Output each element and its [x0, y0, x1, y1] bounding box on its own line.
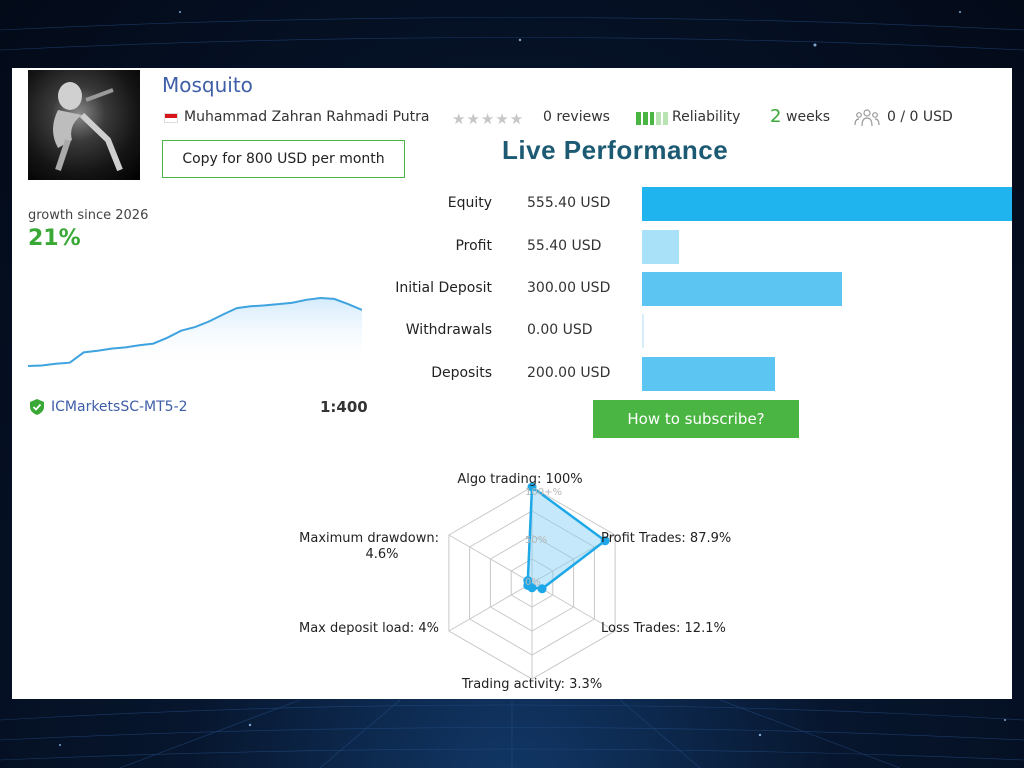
radar-point: [537, 584, 547, 594]
radar-spoke: [448, 534, 533, 584]
stat-row-profit: Profit 55.40 USD: [12, 230, 1012, 264]
stat-label: Equity: [447, 195, 492, 211]
radar-points: [523, 482, 610, 594]
initial-deposit-bar: [642, 272, 842, 306]
stat-label: Profit: [455, 238, 492, 254]
stat-value: 55.40 USD: [527, 238, 602, 254]
stat-label: Initial Deposit: [395, 280, 492, 296]
live-performance-heading: Live Performance: [502, 135, 729, 165]
stat-label: Withdrawals: [405, 322, 492, 338]
stat-row-deposits: Deposits 200.00 USD: [12, 357, 1012, 391]
weeks-value: 2: [770, 106, 782, 127]
stat-value: 300.00 USD: [527, 280, 611, 296]
radar-ring-label: 0%: [525, 577, 541, 588]
reliability-bars-icon: [636, 112, 668, 125]
radar-axis-label-maximum-drawdown-value: 4.6%: [365, 547, 398, 562]
stat-value: 555.40 USD: [527, 195, 611, 211]
rating-stars-icon: ★★★★★: [452, 110, 525, 128]
equity-bar: [642, 187, 1012, 221]
spider-figure-icon: [53, 82, 123, 172]
reliability-label: Reliability: [672, 109, 741, 125]
weeks-label: weeks: [786, 109, 831, 125]
radar-axis-label-trading-activity: Trading activity: 3.3%: [461, 677, 602, 692]
copy-subscription-button[interactable]: Copy for 800 USD per month: [162, 140, 405, 178]
growth-label: growth since 2026: [28, 208, 149, 223]
growth-value: 21%: [28, 226, 81, 251]
profit-bar: [642, 230, 679, 264]
stat-row-withdrawals: Withdrawals 0.00 USD: [12, 314, 1012, 348]
how-to-subscribe-button[interactable]: How to subscribe?: [593, 400, 799, 438]
radar-point: [527, 482, 537, 492]
subscribers-icon: [854, 109, 880, 127]
radar-point: [600, 536, 610, 546]
radar-spoke: [448, 582, 533, 632]
radar-point: [523, 576, 533, 586]
signal-title[interactable]: Mosquito: [162, 73, 253, 97]
radar-axis-label-maximum-drawdown: Maximum drawdown:: [299, 531, 439, 546]
stat-row-initial-deposit: Initial Deposit 300.00 USD: [12, 272, 1012, 306]
radar-axis-label-max-deposit-load: Max deposit load: 4%: [299, 621, 439, 636]
growth-line: [28, 296, 362, 367]
verified-shield-icon: [30, 399, 44, 415]
growth-area: [28, 298, 362, 368]
broker-server-link[interactable]: ICMarketsSC-MT5-2: [51, 399, 188, 415]
radar-ring-label: 50%: [525, 535, 547, 546]
stat-row-equity: Equity 555.40 USD: [12, 187, 1012, 221]
deposits-bar: [642, 357, 776, 391]
radar-axis-label-profit-trades: Profit Trades: 87.9%: [601, 531, 731, 546]
radar-axis-label-algo-trading: Algo trading: 100%: [457, 472, 582, 487]
stat-value: 200.00 USD: [527, 365, 611, 381]
growth-chart[interactable]: [28, 228, 362, 368]
withdrawals-bar: [642, 314, 644, 348]
stat-value: 0.00 USD: [527, 322, 593, 338]
avatar[interactable]: [28, 70, 140, 180]
radar-axis-label-loss-trades: Loss Trades: 12.1%: [601, 621, 726, 636]
flag-icon: [164, 113, 178, 123]
reviews-count[interactable]: 0 reviews: [543, 109, 610, 125]
radar-ring-label: 100+%: [525, 487, 562, 498]
radar-chart: 100+% 50% 0% Algo trading: 100% Profit T…: [299, 472, 731, 692]
stat-label: Deposits: [431, 365, 492, 381]
signal-panel: Mosquito Muhammad Zahran Rahmadi Putra ★…: [12, 68, 1012, 699]
leverage-value: 1:400: [320, 398, 368, 416]
author-name[interactable]: Muhammad Zahran Rahmadi Putra: [184, 109, 430, 125]
subscribers-funds: 0 / 0 USD: [887, 109, 953, 125]
